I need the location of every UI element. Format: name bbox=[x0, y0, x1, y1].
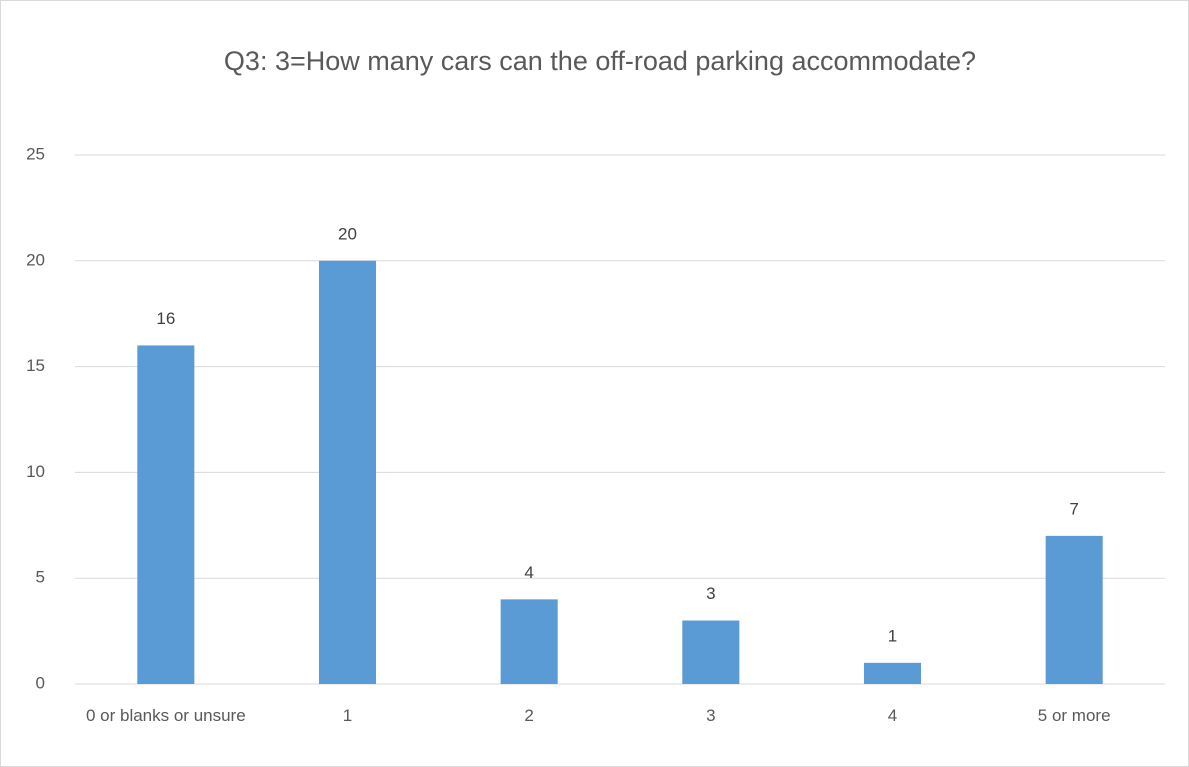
data-label: 20 bbox=[338, 224, 357, 243]
data-label: 1 bbox=[888, 626, 897, 645]
x-tick-label: 5 or more bbox=[1037, 706, 1111, 725]
x-tick-label: 0 or blanks or unsure bbox=[85, 706, 246, 725]
y-tick-label: 10 bbox=[26, 462, 45, 481]
bar bbox=[500, 599, 558, 684]
bar bbox=[863, 662, 922, 684]
data-label: 7 bbox=[1069, 499, 1078, 518]
x-tick-label: 1 bbox=[342, 706, 353, 725]
x-tick-label: 4 bbox=[887, 706, 898, 725]
x-tick-label: 2 bbox=[524, 706, 534, 725]
bar bbox=[682, 620, 740, 684]
y-tick-label: 15 bbox=[26, 356, 45, 375]
y-tick-label: 0 bbox=[36, 673, 45, 692]
y-tick-label: 20 bbox=[26, 250, 45, 269]
bar bbox=[318, 260, 377, 684]
data-label: 3 bbox=[706, 584, 715, 603]
bar bbox=[137, 345, 195, 684]
bar bbox=[1045, 535, 1103, 684]
y-tick-label: 5 bbox=[36, 568, 45, 587]
y-tick-label: 25 bbox=[26, 144, 45, 163]
data-label: 16 bbox=[156, 309, 175, 328]
x-tick-label: 3 bbox=[706, 706, 716, 725]
data-label: 4 bbox=[524, 563, 533, 582]
chart-title: Q3: 3=How many cars can the off-road par… bbox=[223, 46, 977, 76]
